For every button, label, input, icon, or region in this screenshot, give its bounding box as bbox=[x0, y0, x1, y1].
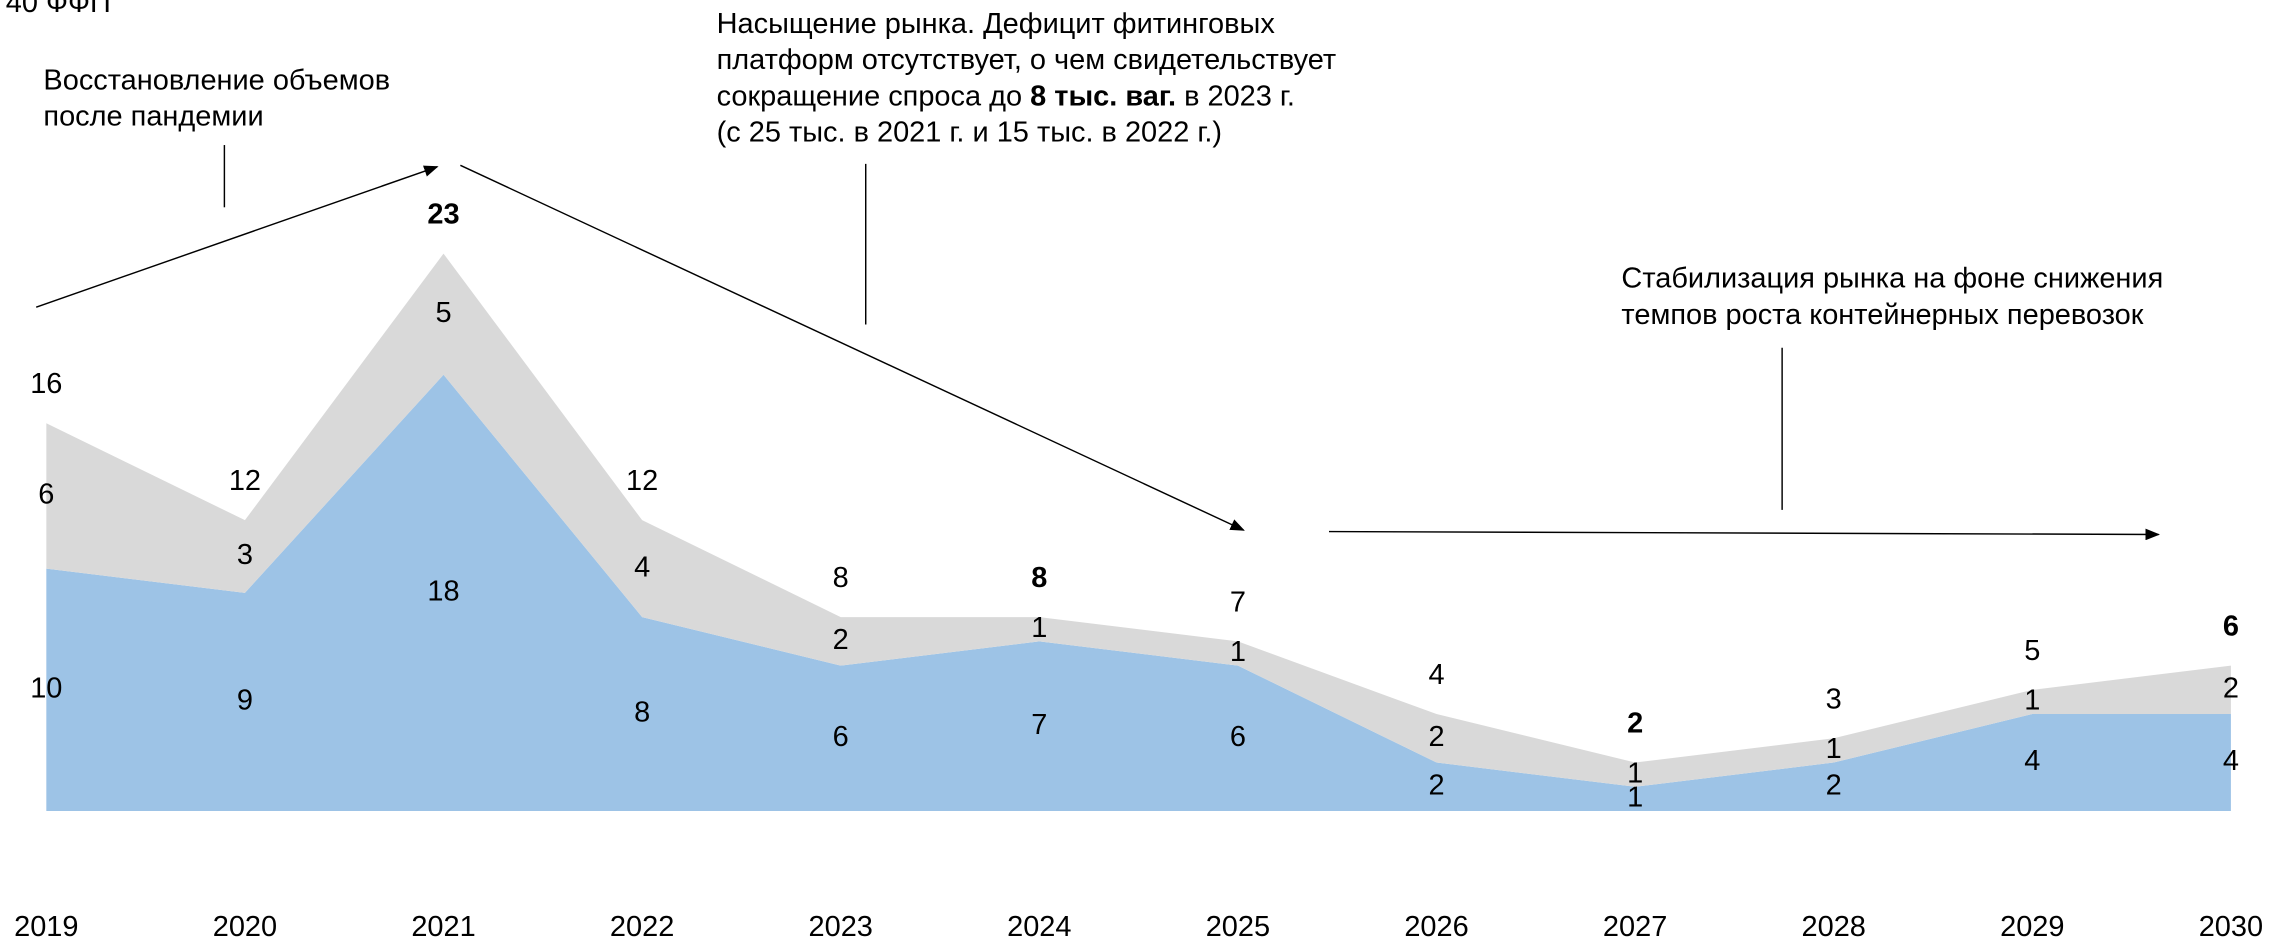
x-tick-label: 2028 bbox=[1802, 911, 1866, 943]
x-tick-label: 2026 bbox=[1404, 911, 1468, 943]
value-label: 4 bbox=[2223, 745, 2239, 777]
annotation-text: после пандемии bbox=[43, 100, 263, 132]
value-label: 1 bbox=[1627, 757, 1643, 789]
value-label: 1 bbox=[1627, 782, 1643, 814]
annotation-text: Стабилизация рынка на фоне снижения bbox=[1621, 262, 2163, 294]
value-label: 6 bbox=[38, 479, 54, 511]
value-label: 7 bbox=[1031, 709, 1047, 741]
value-label: 1 bbox=[1031, 612, 1047, 644]
annotation-line: темпов роста контейнерных перевозок bbox=[1621, 299, 2143, 331]
value-label: 6 bbox=[1230, 721, 1246, 753]
value-label: 3 bbox=[237, 539, 253, 571]
value-label: 2 bbox=[1428, 721, 1444, 753]
total-label: 12 bbox=[626, 465, 658, 497]
total-label: 6 bbox=[2223, 611, 2239, 643]
value-label: 18 bbox=[427, 576, 459, 608]
total-label: 23 bbox=[427, 199, 459, 231]
total-label: 8 bbox=[833, 562, 849, 594]
annotation-line: Стабилизация рынка на фоне снижения bbox=[1621, 262, 2163, 294]
x-tick-label: 2021 bbox=[411, 911, 475, 943]
subtitle: 40 ФФП bbox=[6, 0, 111, 19]
value-label: 1 bbox=[1230, 636, 1246, 668]
arrow bbox=[460, 164, 1245, 531]
value-label: 5 bbox=[435, 297, 451, 329]
x-tick-label: 2023 bbox=[809, 911, 873, 943]
total-label: 7 bbox=[1230, 586, 1246, 618]
value-label: 2 bbox=[1428, 769, 1444, 801]
arrow bbox=[35, 165, 439, 308]
value-label: 9 bbox=[237, 685, 253, 717]
x-tick-label: 2020 bbox=[213, 911, 277, 943]
x-tick-label: 2024 bbox=[1007, 911, 1071, 943]
total-label: 5 bbox=[2024, 635, 2040, 667]
annotation-line: сокращение спроса до 8 тыс. ваг. в 2023 … bbox=[717, 80, 1295, 112]
x-tick-label: 2029 bbox=[2000, 911, 2064, 943]
value-label: 8 bbox=[634, 697, 650, 729]
arrow bbox=[1328, 528, 2160, 541]
annotation-text: платформ отсутствует, о чем свидетельств… bbox=[717, 44, 1337, 76]
area bbox=[46, 374, 2231, 811]
total-label: 16 bbox=[30, 368, 62, 400]
annotation-shapes bbox=[35, 145, 2160, 541]
value-label: 4 bbox=[634, 551, 650, 583]
annotation-text: (с 25 тыс. в 2021 г. и 15 тыс. в 2022 г.… bbox=[717, 116, 1222, 148]
value-label: 1 bbox=[1826, 733, 1842, 765]
value-label: 6 bbox=[833, 721, 849, 753]
annotation-text: Насыщение рынка. Дефицит фитинговых bbox=[717, 8, 1276, 40]
x-tick-label: 2022 bbox=[610, 911, 674, 943]
value-label: 10 bbox=[30, 672, 62, 704]
total-label: 12 bbox=[229, 465, 261, 497]
annotation-line: платформ отсутствует, о чем свидетельств… bbox=[717, 44, 1337, 76]
total-label: 8 bbox=[1031, 562, 1047, 594]
value-label: 2 bbox=[1826, 769, 1842, 801]
value-label: 4 bbox=[2024, 745, 2040, 777]
annotation-line: (с 25 тыс. в 2021 г. и 15 тыс. в 2022 г.… bbox=[717, 116, 1222, 148]
annotation-line: после пандемии bbox=[43, 100, 263, 132]
annotation-text: темпов роста контейнерных перевозок bbox=[1621, 299, 2143, 331]
value-label: 2 bbox=[2223, 672, 2239, 704]
annotation-text: 8 тыс. ваг. bbox=[1030, 80, 1176, 112]
total-label: 3 bbox=[1826, 683, 1842, 715]
annotation-line: Насыщение рынка. Дефицит фитинговых bbox=[717, 8, 1276, 40]
x-tick-label: 2025 bbox=[1206, 911, 1270, 943]
annotation-text: сокращение спроса до bbox=[717, 80, 1031, 112]
x-tick-label: 2019 bbox=[14, 911, 78, 943]
annotation-text: Восстановление объемов bbox=[43, 64, 390, 96]
total-label: 2 bbox=[1627, 708, 1643, 740]
x-tick-label: 2027 bbox=[1603, 911, 1667, 943]
value-label: 1 bbox=[2024, 685, 2040, 717]
value-label: 2 bbox=[833, 624, 849, 656]
total-label: 4 bbox=[1428, 659, 1444, 691]
annotation-line: Восстановление объемов bbox=[43, 64, 390, 96]
x-tick-label: 2030 bbox=[2199, 911, 2263, 943]
annotation-text: в 2023 г. bbox=[1176, 80, 1295, 112]
